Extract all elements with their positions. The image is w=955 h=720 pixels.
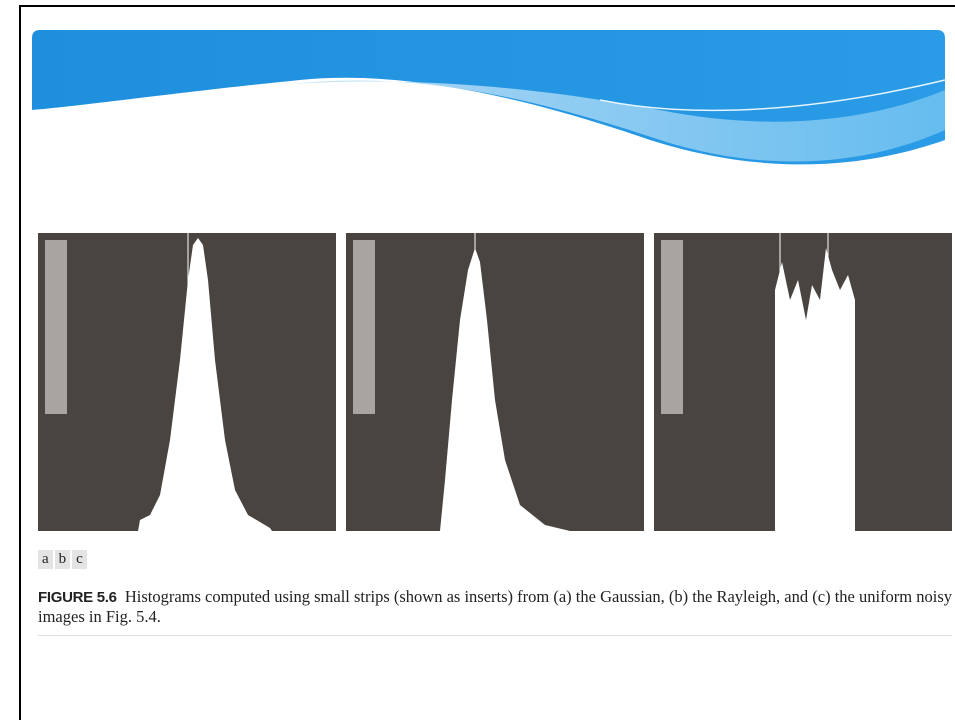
figure-label: FIGURE 5.6 <box>38 589 117 606</box>
noise-insert <box>45 240 67 414</box>
noise-insert <box>353 240 375 414</box>
panel-label: a <box>38 550 53 569</box>
divider <box>38 635 952 636</box>
page: a b c FIGURE 5.6 Histograms computed usi… <box>0 0 955 720</box>
figure-caption: FIGURE 5.6 Histograms computed using sma… <box>38 587 952 626</box>
noise-insert <box>661 240 683 414</box>
panel-labels: a b c <box>38 550 87 569</box>
panel-label: b <box>55 550 71 569</box>
caption-text: Histograms computed using small strips (… <box>38 587 952 626</box>
panel-label: c <box>72 550 87 569</box>
